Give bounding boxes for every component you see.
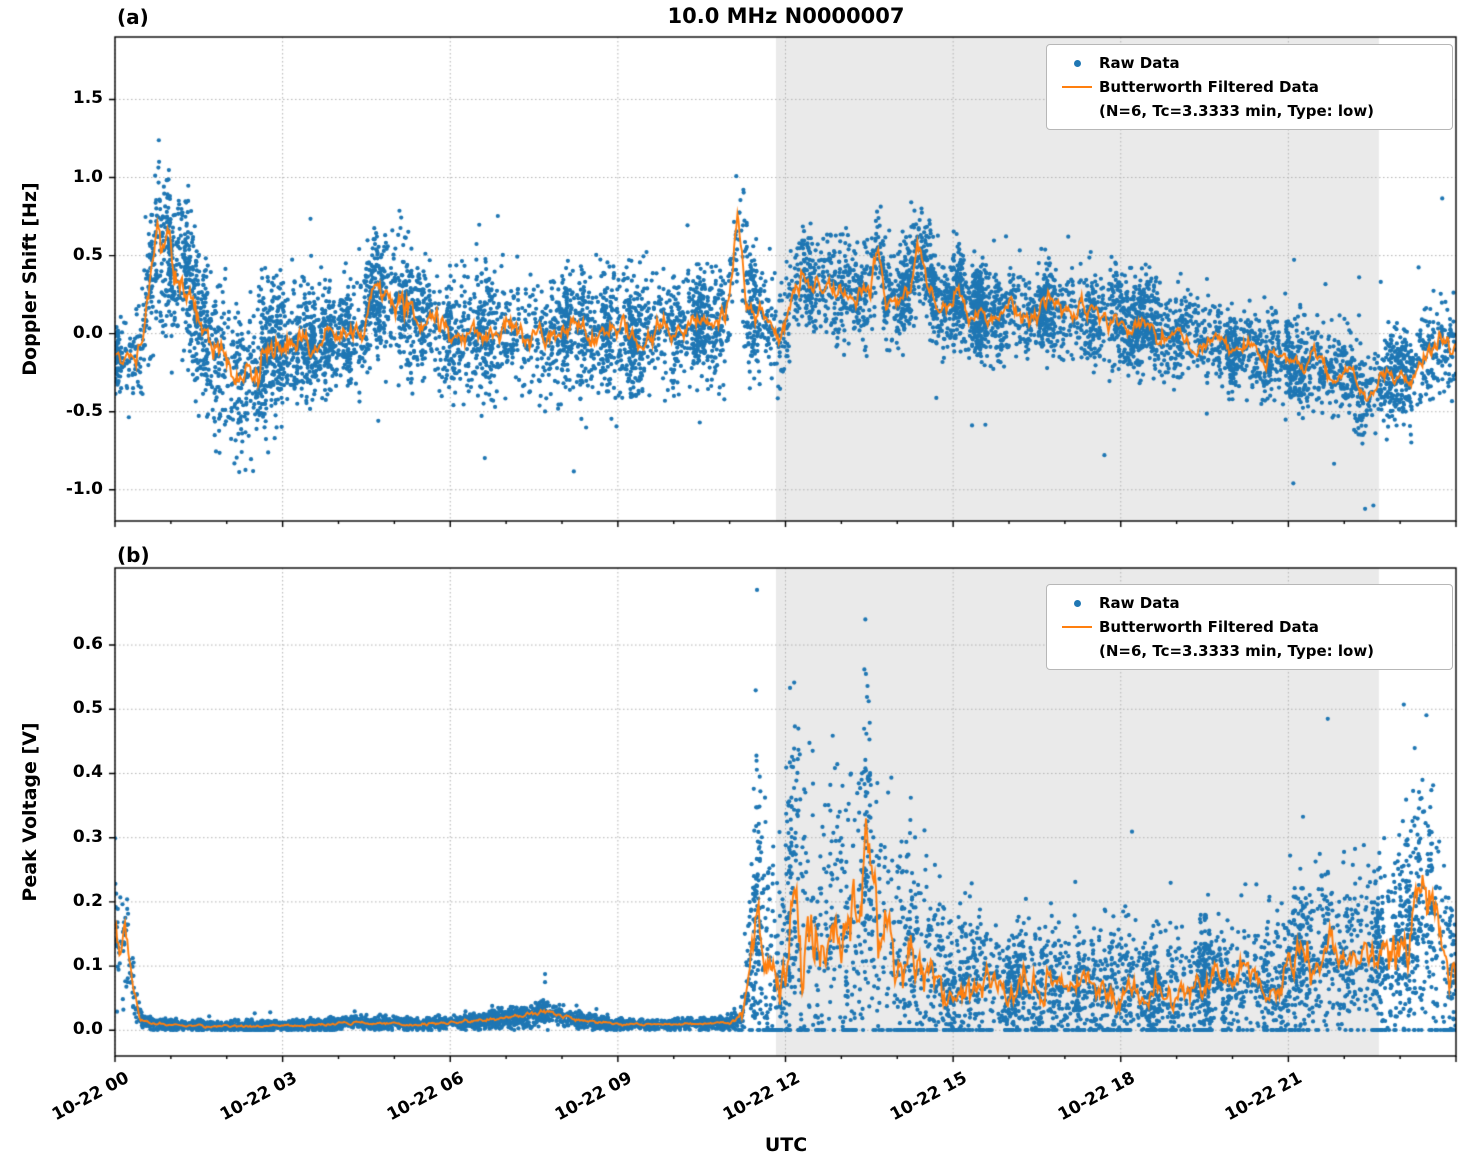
legend-filtered-label: Butterworth Filtered Data [1099,78,1319,96]
x-axis-label: UTC [764,1134,808,1156]
y-tick-label: 0.0 [72,1019,103,1040]
y-tick-label: -1.0 [65,478,103,499]
y-axis-label-voltage: Peak Voltage [V] [19,722,41,902]
legend-panel-b: Raw Data Butterworth Filtered Data (N=6,… [1046,584,1453,670]
y-tick-label: 0.2 [72,890,103,911]
y-tick-label: 0.3 [72,826,103,847]
y-tick-label: 0.1 [72,955,103,976]
legend-entry-raw: Raw Data [1055,51,1442,75]
legend-raw-label: Raw Data [1099,54,1180,72]
legend-entry-raw: Raw Data [1055,591,1442,615]
panel-b-label: (b) [117,543,150,567]
y-tick-label: 0.5 [72,244,103,265]
legend-entry-filtered-sub: (N=6, Tc=3.3333 min, Type: low) [1055,639,1442,663]
raw-data-marker-icon [1055,59,1099,67]
legend-filtered-sublabel: (N=6, Tc=3.3333 min, Type: low) [1099,102,1375,120]
y-tick-label: -0.5 [65,400,103,421]
legend-entry-filtered: Butterworth Filtered Data [1055,75,1442,99]
figure-title: 10.0 MHz N0000007 [667,4,905,28]
filtered-line-marker-icon [1055,86,1099,88]
raw-data-marker-icon [1055,599,1099,607]
y-tick-label: 0.5 [72,698,103,719]
y-tick-label: 1.5 [72,88,103,109]
y-tick-label: 0.4 [72,762,103,783]
y-tick-label: 0.0 [72,322,103,343]
legend-filtered-label: Butterworth Filtered Data [1099,618,1319,636]
y-tick-label: 0.6 [72,634,103,655]
panel-a-label: (a) [117,5,149,29]
filtered-line-marker-icon [1055,626,1099,628]
y-axis-label-doppler: Doppler Shift [Hz] [19,182,41,376]
legend-panel-a: Raw Data Butterworth Filtered Data (N=6,… [1046,44,1453,130]
legend-raw-label: Raw Data [1099,594,1180,612]
legend-entry-filtered-sub: (N=6, Tc=3.3333 min, Type: low) [1055,99,1442,123]
legend-filtered-sublabel: (N=6, Tc=3.3333 min, Type: low) [1099,642,1375,660]
y-tick-label: 1.0 [72,166,103,187]
legend-entry-filtered: Butterworth Filtered Data [1055,615,1442,639]
